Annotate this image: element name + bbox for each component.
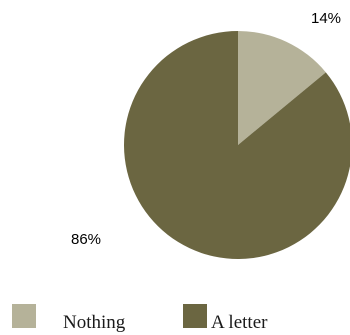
legend-swatch-a-letter bbox=[183, 304, 207, 328]
pie-slice-nothing bbox=[238, 31, 326, 145]
pie-data-labels: 14% 86% bbox=[71, 10, 341, 248]
legend-swatch-nothing bbox=[12, 304, 36, 328]
pie-slice-a-letter bbox=[124, 31, 350, 259]
legend-label-a-letter: A letter bbox=[211, 312, 268, 333]
legend-label-nothing: Nothing bbox=[63, 312, 126, 333]
pie-data-label-a-letter: 86% bbox=[71, 231, 101, 248]
pie-data-label-nothing: 14% bbox=[311, 10, 341, 27]
chart-legend: Nothing A letter bbox=[0, 300, 350, 335]
pie-slices bbox=[124, 31, 350, 259]
